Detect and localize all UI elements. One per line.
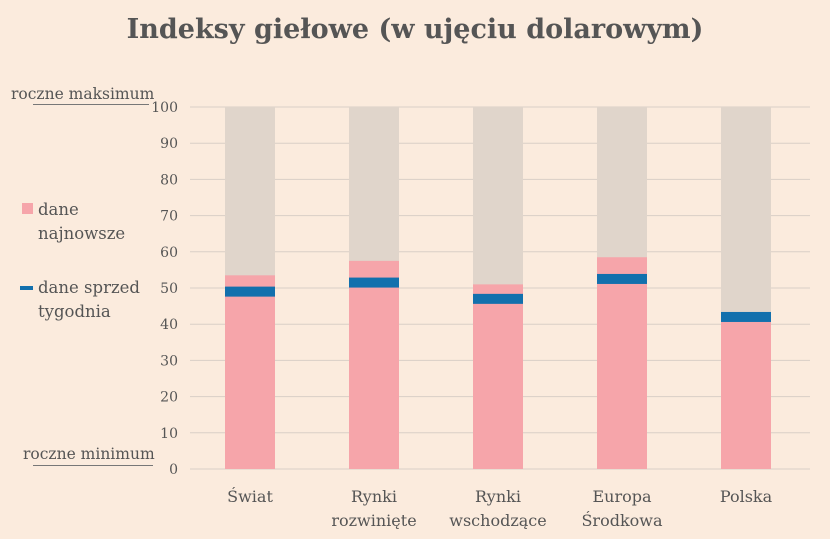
y-tick-label: 100 <box>151 100 178 116</box>
y-tick-label: 10 <box>160 426 178 442</box>
y-tick-label: 90 <box>160 136 178 152</box>
latest-bar <box>225 275 275 469</box>
y-tick-label: 40 <box>160 317 178 333</box>
latest-bar <box>473 284 523 469</box>
previous-week-marker <box>225 286 275 297</box>
annual-min-note: roczne minimum <box>23 445 155 463</box>
y-tick-label: 30 <box>160 353 178 369</box>
previous-week-marker <box>473 293 523 304</box>
latest-bar <box>721 320 771 469</box>
chart-title: Indeksy giełowe (w ujęciu dolarowym) <box>126 14 704 45</box>
category-label: wschodzące <box>449 511 546 530</box>
legend-previous-label: dane sprzed tygodnia <box>38 276 140 324</box>
category-label: rozwinięte <box>331 511 416 530</box>
annual-max-note: roczne maksimum <box>11 85 155 103</box>
y-tick-label: 0 <box>169 462 178 478</box>
y-tick-label: 80 <box>160 172 178 188</box>
y-tick-label: 50 <box>160 281 178 297</box>
latest-bar <box>597 257 647 469</box>
legend-latest-swatch <box>22 203 33 214</box>
category-label: Środkowa <box>581 510 663 530</box>
latest-bar <box>349 260 399 469</box>
y-tick-label: 60 <box>160 245 178 261</box>
category-label: Rynki <box>351 487 397 506</box>
previous-week-marker <box>349 277 399 288</box>
legend-latest-line2: najnowsze <box>38 224 126 243</box>
y-tick-label: 70 <box>160 209 178 225</box>
annual-max-underline <box>33 104 149 105</box>
legend-previous-line2: tygodnia <box>38 302 111 321</box>
legend-previous-swatch <box>20 286 33 290</box>
legend-latest-label: dane najnowsze <box>38 198 125 246</box>
category-label: Polska <box>720 487 773 506</box>
y-tick-label: 20 <box>160 390 178 406</box>
category-label: Rynki <box>475 487 521 506</box>
legend-latest-line1: dane <box>38 200 79 219</box>
annual-min-underline <box>33 465 153 466</box>
previous-week-marker <box>721 311 771 322</box>
category-label: Europa <box>592 487 652 506</box>
previous-week-marker <box>597 273 647 284</box>
legend-previous-line1: dane sprzed <box>38 278 140 297</box>
category-label: Świat <box>227 486 273 506</box>
